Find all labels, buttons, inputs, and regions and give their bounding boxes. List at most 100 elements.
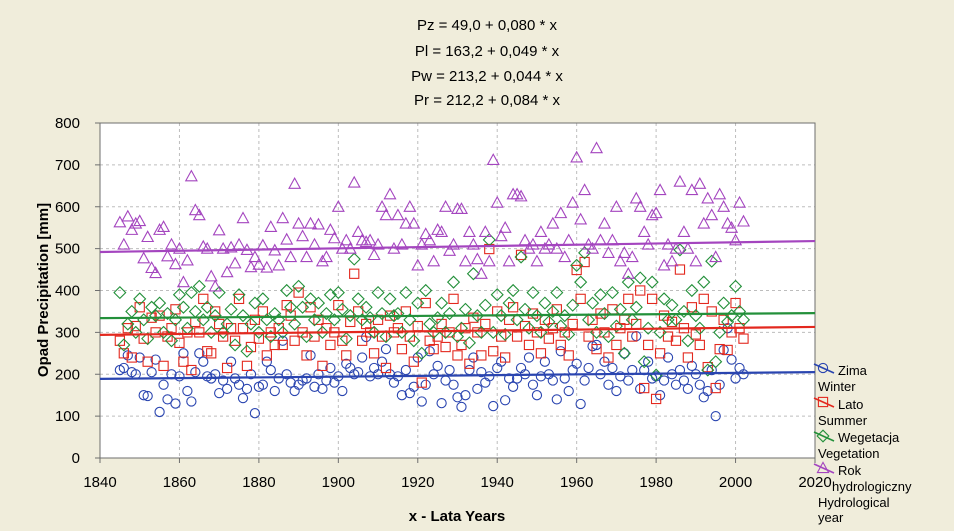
- zima-point: [583, 362, 594, 374]
- wegetacja-point: [184, 286, 198, 300]
- legend-label: Lato: [838, 397, 863, 412]
- rok-point: [395, 237, 409, 250]
- zima-point: [337, 385, 348, 397]
- rok-point: [327, 231, 341, 244]
- rok-point: [554, 206, 568, 219]
- wegetacja-point: [641, 321, 655, 335]
- wegetacja-point: [403, 313, 417, 327]
- wegetacja-point: [284, 300, 298, 314]
- lato-point: [162, 331, 173, 342]
- wegetacja-point: [542, 315, 556, 329]
- rok-point: [129, 216, 143, 229]
- zima-point: [654, 390, 666, 401]
- rok-point: [574, 212, 588, 225]
- wegetacja-point: [466, 267, 480, 281]
- lato-point: [392, 323, 404, 334]
- rok-point: [502, 254, 516, 267]
- wegetacja-point: [454, 321, 469, 335]
- lato-point: [627, 331, 638, 342]
- rok-point: [164, 237, 179, 250]
- x-tick-label: 1860: [163, 474, 196, 491]
- rok-point: [446, 237, 461, 250]
- x-tick-label: 1880: [242, 474, 275, 491]
- wegetacja-point: [256, 292, 270, 306]
- title-line-pz: Pz = 49,0 + 0,080 * x: [417, 17, 558, 34]
- wegetacja-point: [156, 325, 171, 339]
- zima-point: [225, 356, 237, 367]
- rok-point: [713, 187, 727, 200]
- zima-point: [154, 406, 165, 418]
- rok-point: [514, 189, 528, 202]
- lato-point: [599, 327, 610, 338]
- rok-point: [709, 250, 723, 263]
- wegetacja-point: [546, 304, 560, 319]
- rok-point: [482, 254, 496, 267]
- wegetacja-point: [315, 325, 330, 339]
- zima-point: [460, 390, 471, 401]
- lato-point: [114, 335, 126, 346]
- lato-point: [484, 243, 495, 255]
- y-tick-label: 600: [55, 199, 80, 216]
- lato-point: [341, 350, 352, 361]
- rok-point: [315, 254, 329, 267]
- wegetacja-point: [582, 313, 596, 327]
- wegetacja-point: [605, 286, 619, 300]
- zima-point: [686, 360, 698, 372]
- grid: [100, 123, 815, 458]
- zima-point: [400, 364, 412, 376]
- rok-point: [653, 183, 667, 196]
- zima-point: [273, 373, 284, 384]
- rok-point: [391, 208, 405, 221]
- rok-point: [300, 250, 314, 263]
- wegetacja-point: [728, 279, 743, 293]
- zima-point: [551, 394, 562, 405]
- rok-point: [331, 200, 345, 212]
- rok-point: [458, 254, 472, 267]
- lato-point: [674, 264, 686, 275]
- zima-point: [523, 352, 535, 363]
- wegetacja-point: [633, 271, 647, 285]
- y-tick-label: 700: [55, 157, 80, 174]
- zima-point: [531, 390, 543, 401]
- wegetacja-point: [359, 300, 373, 314]
- zima-point: [190, 367, 201, 378]
- wegetacja-point: [323, 288, 337, 302]
- wegetacja-point: [593, 288, 608, 302]
- lato-point: [611, 339, 622, 351]
- wegetacja-point: [554, 319, 568, 333]
- lato-point: [245, 341, 257, 353]
- wegetacja-point: [681, 334, 695, 348]
- zima-point: [198, 356, 209, 367]
- wegetacja-point: [669, 313, 683, 327]
- zima-point: [249, 408, 261, 419]
- legend-circle-icon: [817, 362, 829, 374]
- zima-point: [563, 385, 574, 397]
- lato-point: [428, 343, 439, 355]
- lato-point: [555, 339, 566, 351]
- wegetacja-point: [252, 325, 266, 339]
- legend-label: Wegetacja: [838, 430, 900, 445]
- wegetacja-point: [498, 327, 512, 342]
- x-tick-label: 1840: [83, 474, 116, 491]
- rok-point: [586, 241, 600, 254]
- rok-point: [736, 214, 751, 227]
- rok-point: [423, 233, 437, 246]
- zima-point: [535, 371, 547, 382]
- lato-point: [670, 335, 682, 346]
- lato-point: [460, 323, 471, 334]
- y-tick-label: 800: [55, 115, 80, 132]
- rok-point: [311, 217, 326, 230]
- zima-point: [241, 383, 253, 395]
- wegetacja-point: [570, 258, 584, 272]
- y-tick-label: 500: [55, 241, 80, 258]
- rok-point: [296, 229, 310, 242]
- wegetacja-point: [490, 288, 504, 302]
- rok-point: [212, 223, 226, 236]
- rok-point: [625, 250, 639, 263]
- wegetacja-point: [645, 275, 659, 289]
- rok-point: [184, 169, 198, 182]
- rok-point: [220, 265, 234, 278]
- rok-point: [383, 187, 397, 200]
- lato-point: [221, 362, 233, 374]
- zima-point: [170, 398, 181, 409]
